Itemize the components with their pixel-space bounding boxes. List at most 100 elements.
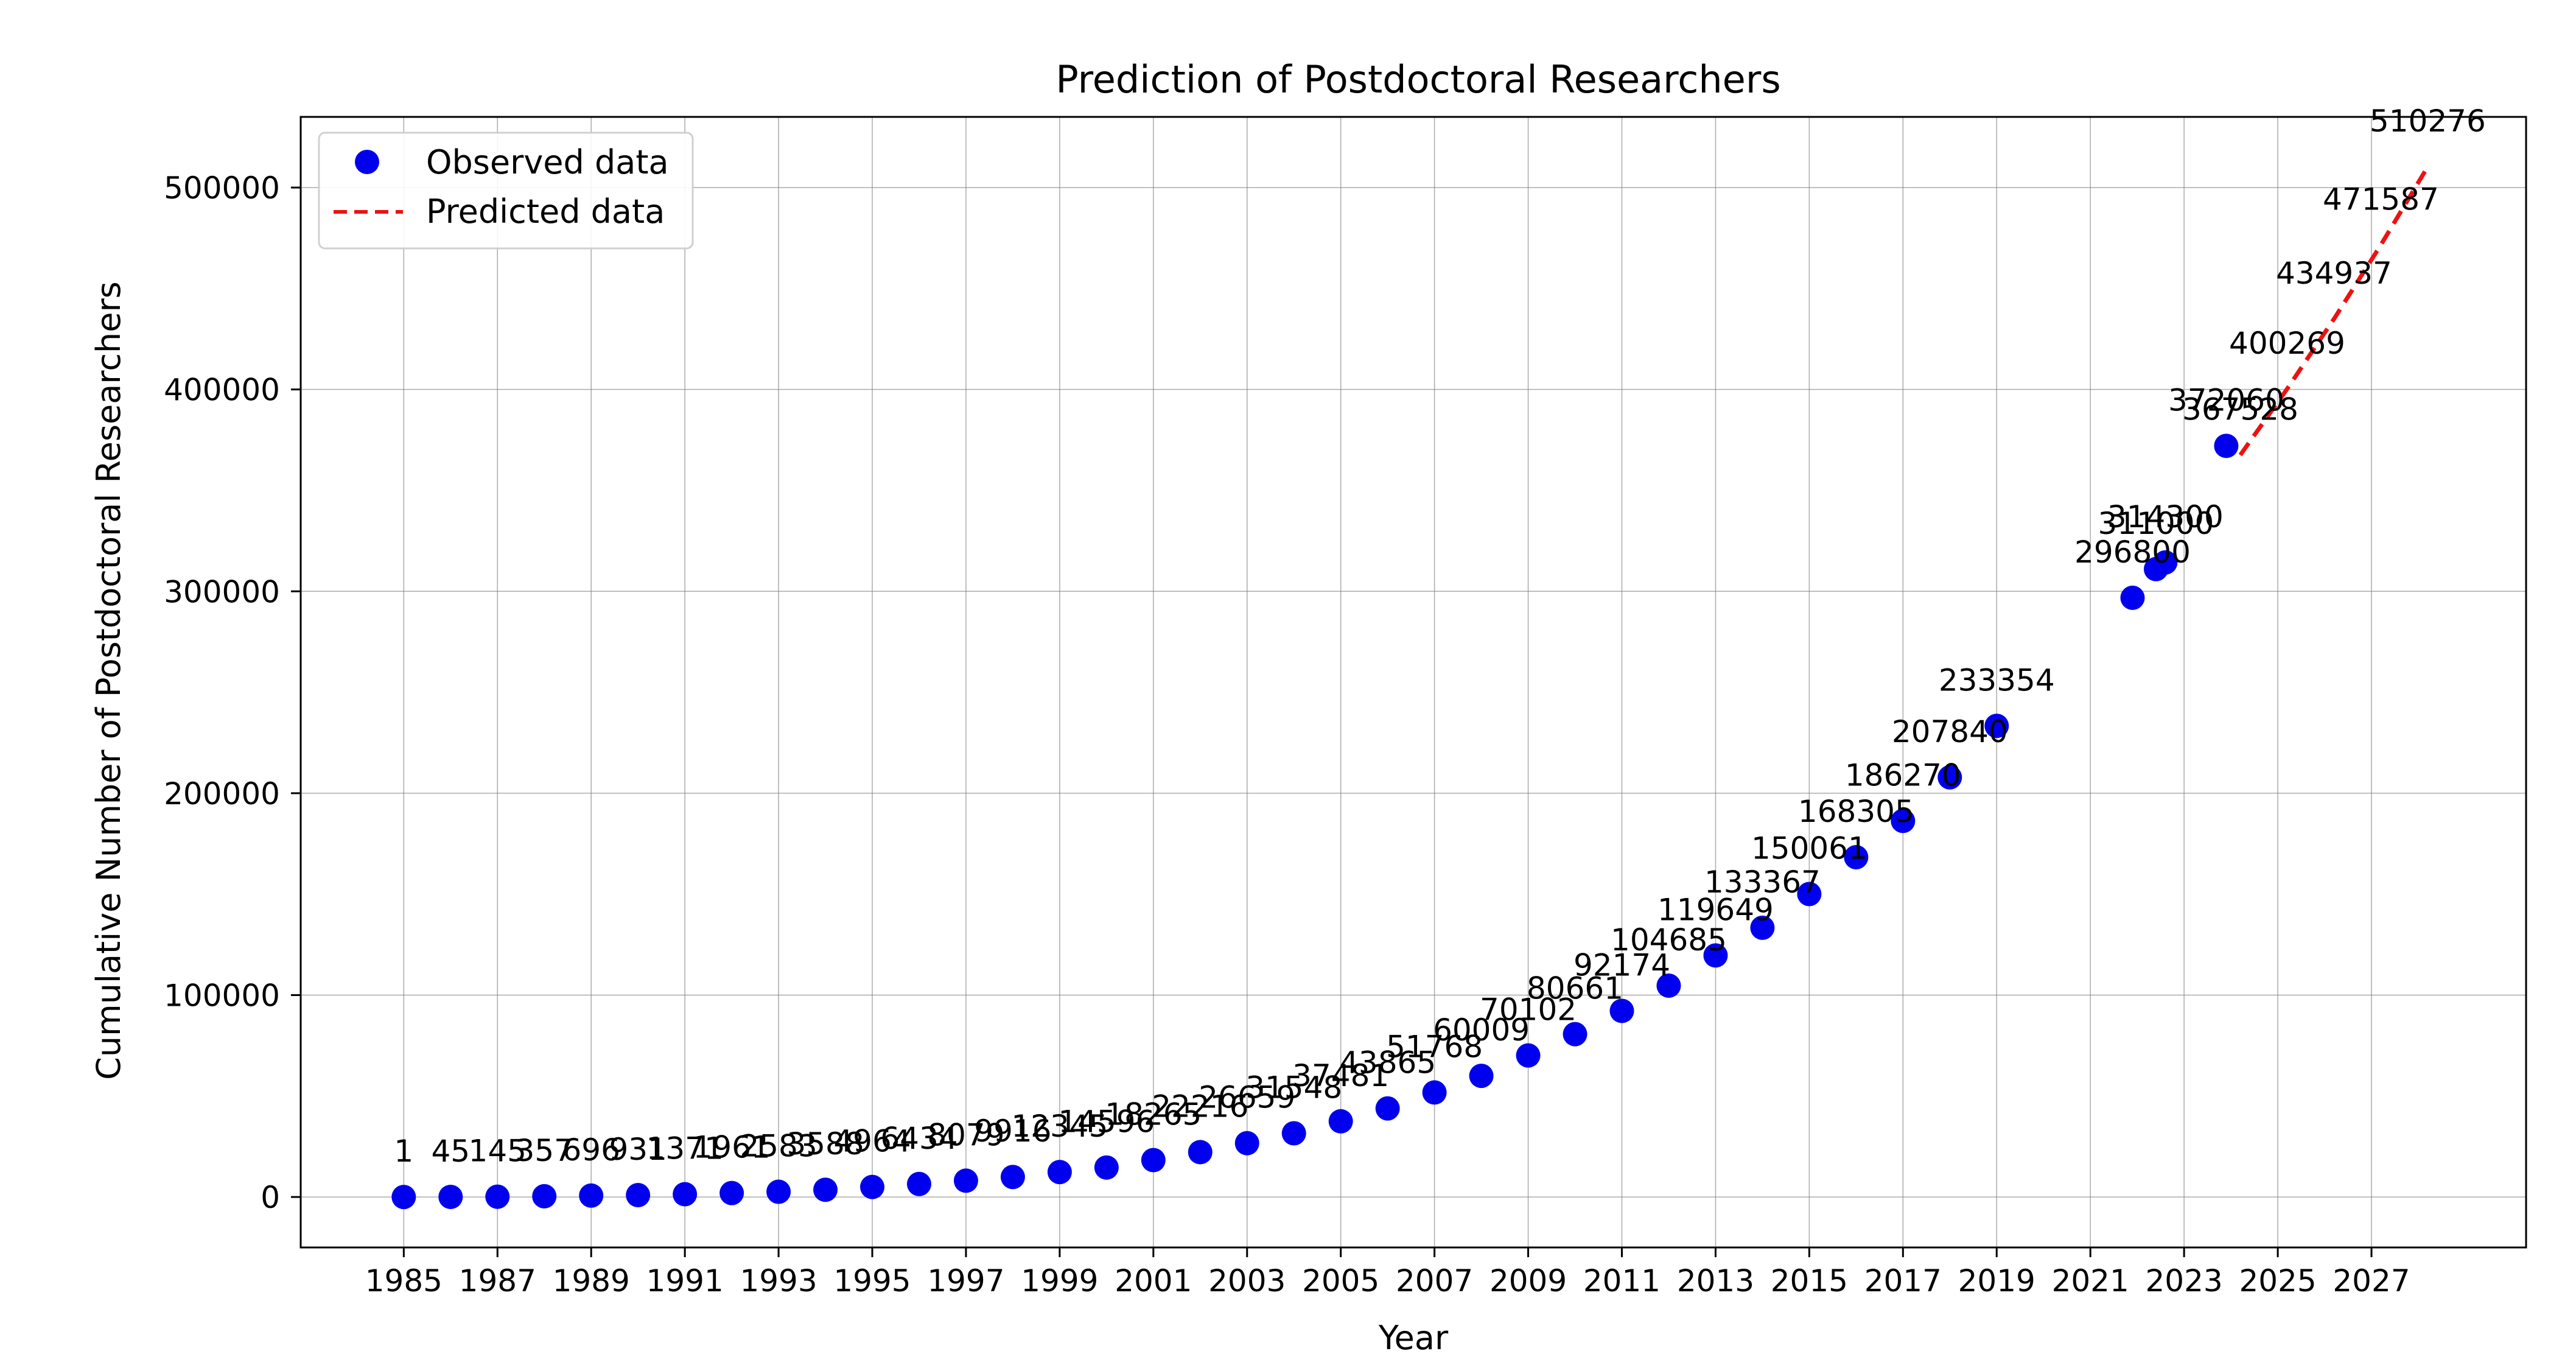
observed-data-point [438, 1184, 463, 1209]
x-tick-label: 2003 [1208, 1263, 1286, 1299]
data-label: 37481 [1292, 1058, 1389, 1093]
observed-data-point [391, 1185, 416, 1210]
observed-data-point [719, 1180, 744, 1205]
data-labels: 1 451453576969311371196125833588496464348… [394, 103, 2485, 1169]
x-tick-label: 1987 [459, 1263, 536, 1299]
observed-data-point [906, 1171, 931, 1196]
observed-data-point [1047, 1160, 1072, 1185]
data-label: 92174 [1573, 947, 1670, 983]
x-tick-label: 1985 [365, 1263, 443, 1299]
data-label: 3588 [786, 1126, 864, 1162]
y-tick-label: 500000 [164, 170, 280, 206]
data-label: 186270 [1845, 757, 1961, 793]
data-label: 51768 [1386, 1029, 1483, 1064]
legend-observed-label: Observed data [426, 143, 669, 181]
data-label: 510276 [2370, 103, 2486, 139]
observed-data-point [1141, 1148, 1166, 1173]
data-label: 45 [431, 1134, 470, 1169]
x-tick-label: 2017 [1864, 1263, 1942, 1299]
data-label: 434937 [2276, 256, 2392, 291]
x-tick-label: 2007 [1396, 1263, 1473, 1299]
observed-data-point [1000, 1165, 1025, 1190]
data-label: 133367 [1704, 865, 1821, 900]
observed-data-point [1375, 1096, 1400, 1121]
x-tick-label: 2001 [1115, 1263, 1192, 1299]
data-label: 311000 [2098, 506, 2214, 541]
data-label: 119649 [1657, 892, 1774, 927]
legend-predicted-label: Predicted data [426, 192, 665, 231]
x-tick-label: 2015 [1771, 1263, 1848, 1299]
data-label: 372060 [2168, 382, 2284, 418]
data-label: 2583 [740, 1129, 817, 1164]
data-label: 1 [394, 1134, 413, 1169]
observed-data-point [2120, 585, 2145, 610]
data-label: 233354 [1939, 662, 2055, 698]
data-label: 357 [516, 1133, 573, 1168]
legend-observed-marker [355, 150, 379, 174]
observed-data-point [1563, 1022, 1587, 1047]
observed-data-point [1703, 943, 1728, 968]
observed-data-point [860, 1174, 885, 1199]
x-tick-label: 2011 [1583, 1263, 1661, 1299]
x-tick-label: 1989 [553, 1263, 630, 1299]
chart-title: Prediction of Postdoctoral Researchers [1055, 57, 1780, 102]
observed-data-point [2153, 550, 2178, 575]
observed-data-point [1094, 1155, 1119, 1180]
observed-data-point [1188, 1140, 1213, 1165]
data-label: 26659 [1199, 1080, 1295, 1115]
data-label: 471587 [2323, 181, 2439, 217]
x-tick-label: 1991 [646, 1263, 724, 1299]
observed-data-point [1516, 1043, 1541, 1068]
data-label: 1961 [693, 1130, 770, 1165]
data-label: 931 [609, 1132, 667, 1167]
data-label: 207840 [1892, 714, 2008, 749]
axis-ticks: 1985 1987 1989 1991 1993 1995 1997 1999 2001 2003… [164, 170, 2410, 1299]
x-tick-label: 2009 [1489, 1263, 1567, 1299]
data-label: 8079 [927, 1117, 1004, 1152]
series-layer [391, 166, 2430, 1210]
data-label: 12345 [1011, 1109, 1108, 1144]
legend: Observed data Predicted data [318, 132, 694, 250]
data-label: 314300 [2107, 499, 2224, 535]
data-label: 31548 [1245, 1070, 1342, 1105]
data-label: 696 [562, 1132, 620, 1168]
x-tick-label: 1995 [833, 1263, 911, 1299]
x-tick-label: 2019 [1958, 1263, 2035, 1299]
data-label: 9916 [974, 1114, 1051, 1149]
y-tick-label: 200000 [164, 776, 280, 812]
observed-data-point [813, 1177, 838, 1202]
observed-data-point [579, 1183, 604, 1208]
data-label: 400269 [2229, 326, 2345, 361]
observed-data-point [1937, 765, 1962, 790]
data-label: 60009 [1433, 1012, 1530, 1048]
data-label: 296800 [2074, 535, 2191, 570]
observed-data-point [953, 1168, 978, 1193]
data-label: 6434 [880, 1121, 957, 1156]
data-label: 4964 [833, 1124, 911, 1159]
observed-data-point [1609, 998, 1634, 1023]
data-label: 104685 [1611, 922, 1727, 958]
y-tick-label: 100000 [164, 978, 280, 1013]
data-label: 145 [469, 1134, 527, 1169]
observed-data-point [1984, 714, 2009, 738]
x-tick-label: 1993 [740, 1263, 817, 1299]
observed-data-point [1234, 1131, 1259, 1156]
observed-data-point [1281, 1121, 1306, 1146]
observed-data-point [1844, 844, 1869, 869]
observed-data-point [532, 1184, 557, 1208]
y-axis-label: Cumulative Number of Postdoctoral Resear… [89, 281, 128, 1080]
x-tick-label: 1999 [1021, 1263, 1098, 1299]
data-label: 43865 [1339, 1045, 1436, 1081]
x-tick-label: 2027 [2333, 1263, 2410, 1299]
data-label: 18265 [1105, 1097, 1202, 1132]
data-label: 168305 [1798, 794, 1914, 829]
legend-box [318, 132, 694, 250]
y-tick-label: 400000 [164, 373, 280, 408]
x-tick-label: 2025 [2239, 1263, 2316, 1299]
observed-data-point [673, 1182, 698, 1207]
observed-data-point [1797, 882, 1822, 907]
observed-data-point [1750, 915, 1775, 940]
data-label: 1371 [646, 1131, 724, 1166]
x-tick-label: 1997 [927, 1263, 1004, 1299]
